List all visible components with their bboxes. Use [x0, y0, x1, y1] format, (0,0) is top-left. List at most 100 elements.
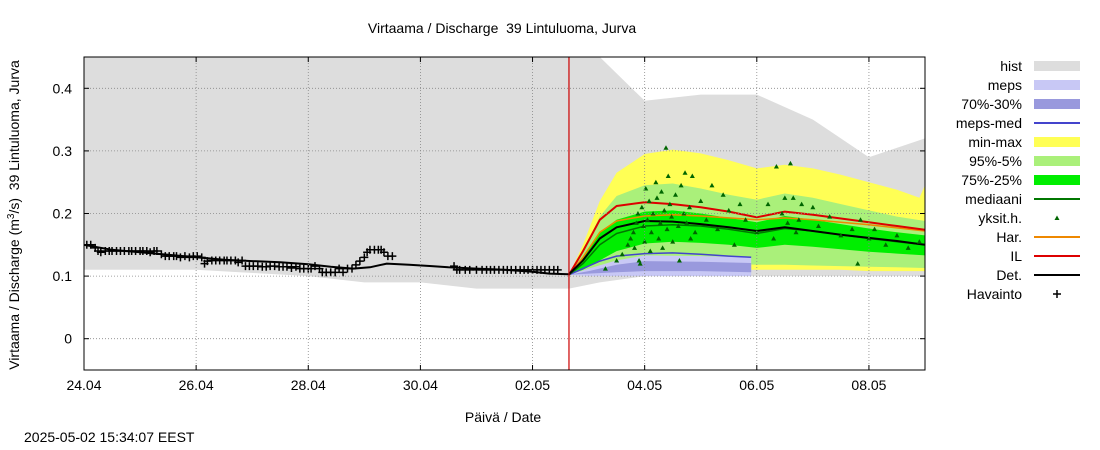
yksit-point	[648, 229, 654, 235]
legend-label: Har.	[996, 229, 1022, 245]
y-axis-label-superscript: 3	[6, 213, 17, 219]
yksit-point	[799, 201, 805, 207]
yksit-point	[787, 160, 793, 166]
yksit-point	[883, 242, 889, 247]
yksit-point	[771, 236, 777, 241]
meps-med-line	[568, 252, 752, 276]
yksit-point	[661, 207, 667, 213]
p75-25-band	[569, 210, 925, 275]
yksit-point	[682, 170, 688, 175]
yksit-point	[916, 239, 922, 244]
havainto-point	[360, 253, 369, 262]
havainto-point	[331, 268, 340, 277]
havainto-point	[234, 258, 243, 267]
havainto-point	[351, 260, 360, 269]
yksit-point	[646, 198, 652, 203]
legend-label: 95%-5%	[969, 153, 1022, 169]
yksit-point	[602, 266, 608, 271]
legend-label: min-max	[968, 134, 1022, 150]
yksit-point	[670, 239, 676, 244]
yksit-point	[665, 173, 671, 178]
havainto-point	[379, 248, 388, 257]
yksit-point	[687, 204, 693, 210]
havainto-point	[185, 253, 194, 262]
yksit-point	[684, 220, 690, 225]
legend-swatch	[1034, 175, 1080, 185]
yksit-point	[720, 192, 726, 197]
havainto-point	[197, 253, 206, 262]
yksit-point	[658, 189, 664, 194]
yksit-point	[689, 173, 695, 178]
yksit-point	[905, 245, 911, 250]
havainto-point	[291, 262, 300, 271]
legend-swatch	[1034, 61, 1080, 71]
x-tick-label: 30.04	[403, 377, 438, 393]
yksit-point	[827, 214, 833, 219]
yksit-point	[858, 217, 864, 222]
y-tick-label: 0	[64, 331, 72, 347]
y-tick-label: 0.1	[53, 268, 73, 284]
yksit-point	[663, 145, 669, 150]
yksit-point	[614, 257, 620, 263]
havainto-point	[553, 265, 562, 274]
havainto-point	[287, 263, 296, 272]
havainto-point	[157, 250, 166, 259]
yksit-point	[782, 195, 788, 200]
yksit-point	[773, 164, 779, 169]
yksit-point	[793, 229, 799, 235]
yksit-point	[669, 214, 675, 219]
yksit-point	[810, 204, 816, 210]
yksit-point	[673, 192, 679, 197]
yksit-point	[779, 211, 785, 216]
legend-label: hist	[1000, 58, 1022, 74]
legend-swatch	[1053, 290, 1061, 298]
x-axis-label: Päivä / Date	[465, 409, 541, 425]
havainto-point	[146, 248, 155, 257]
yksit-point	[633, 220, 639, 225]
legend-label: yksit.h.	[978, 210, 1022, 226]
havainto-point	[193, 252, 202, 261]
havainto-point	[339, 268, 348, 277]
havainto-point	[465, 265, 474, 274]
yksit-point	[630, 229, 636, 235]
yksit-point	[653, 179, 659, 185]
havainto-point	[176, 253, 185, 262]
yksit-point	[632, 245, 638, 250]
yksit-point	[660, 245, 666, 250]
yksit-point	[657, 220, 663, 225]
yksit-point	[872, 226, 878, 232]
yksit-point	[731, 242, 737, 247]
legend-swatch	[1054, 215, 1060, 220]
yksit-point	[654, 195, 660, 200]
yksit-point	[692, 229, 698, 235]
yksit-point	[676, 257, 682, 263]
chart-title: Virtaama / Discharge 39 Lintuluoma, Jurv…	[368, 20, 636, 36]
yksit-point	[726, 207, 732, 213]
yksit-point	[765, 201, 771, 207]
yksit-point	[667, 201, 673, 207]
x-tick-label: 02.05	[515, 377, 550, 393]
legend-swatch	[1034, 156, 1080, 166]
yksit-point	[619, 251, 625, 257]
yksit-point	[715, 226, 721, 232]
y-axis-label-part-2: /s) 39 Lintuluoma, Jurva	[6, 60, 22, 214]
x-tick-label: 08.05	[851, 377, 886, 393]
yksit-point	[656, 236, 662, 241]
yksit-point	[688, 236, 694, 241]
yksit-point	[641, 223, 647, 229]
yksit-point	[675, 223, 681, 229]
p70-30-band	[569, 261, 752, 275]
yksit-point	[664, 226, 670, 232]
yksit-point	[647, 248, 653, 254]
axes: 24.04 26.04 28.04 30.04 02.05 04.05 06.05 08.05…	[53, 56, 926, 393]
yksit-point	[698, 198, 704, 203]
x-tick-label: 24.04	[66, 377, 101, 393]
legend-label: 75%-25%	[961, 172, 1022, 188]
x-tick-label: 28.04	[291, 377, 326, 393]
yksit-point	[650, 211, 656, 216]
legend-label: mediaani	[965, 191, 1022, 207]
havainto-point	[388, 252, 397, 261]
yksit-point	[790, 195, 796, 200]
plot-area	[84, 57, 925, 370]
havainto-point	[238, 256, 247, 265]
